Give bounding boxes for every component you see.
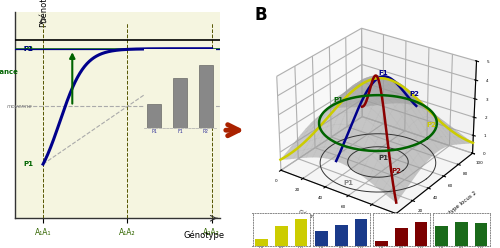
X-axis label: Génotype locus 1: Génotype locus 1 xyxy=(298,209,344,231)
Text: Dominance: Dominance xyxy=(0,69,18,75)
Bar xyxy=(255,239,268,246)
X-axis label: Génotype: Génotype xyxy=(183,231,224,240)
Bar xyxy=(354,219,368,246)
Bar xyxy=(395,228,407,246)
Bar xyxy=(275,226,287,246)
Bar xyxy=(335,225,347,246)
Bar xyxy=(375,241,388,246)
Y-axis label: Génotype locus 2: Génotype locus 2 xyxy=(437,189,478,224)
Bar xyxy=(455,222,468,246)
Y-axis label: Phénotype: Phénotype xyxy=(38,0,48,27)
Text: B: B xyxy=(255,5,268,24)
Text: P1: P1 xyxy=(23,161,33,167)
Text: F1: F1 xyxy=(24,46,33,52)
Text: moyenne: moyenne xyxy=(7,104,33,109)
Bar xyxy=(474,223,488,246)
Bar xyxy=(294,219,308,246)
Bar xyxy=(414,222,428,246)
Bar xyxy=(435,226,448,246)
Text: P2: P2 xyxy=(23,46,33,52)
Bar xyxy=(315,231,328,246)
